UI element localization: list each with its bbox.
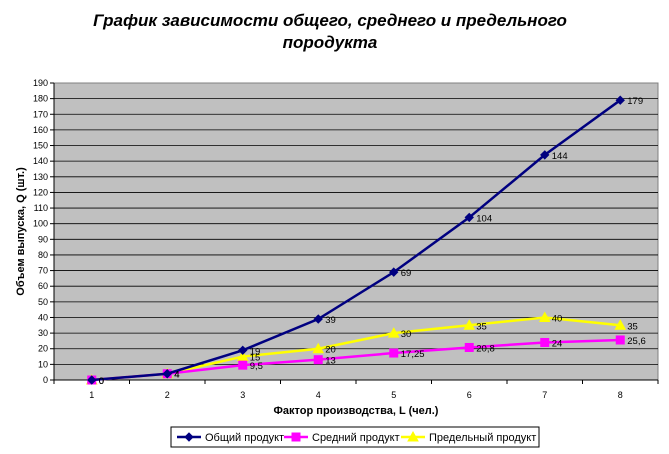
data-label: 30 <box>401 329 412 340</box>
y-tick-label: 60 <box>38 281 48 291</box>
y-tick-label: 120 <box>33 187 48 197</box>
data-point <box>238 360 248 370</box>
x-tick-label: 1 <box>89 390 94 400</box>
data-point <box>463 319 476 330</box>
x-tick-label: 5 <box>391 390 396 400</box>
data-label: 17,25 <box>401 349 425 360</box>
data-point <box>87 375 97 385</box>
y-tick-label: 30 <box>38 328 48 338</box>
y-axis-title: Объем выпуска, Q (шт.) <box>15 167 27 296</box>
y-tick-label: 110 <box>34 203 48 213</box>
data-label: 9,5 <box>250 361 263 372</box>
data-label: 35 <box>476 321 487 332</box>
y-tick-label: 70 <box>38 266 48 276</box>
legend-label: Средний продукт <box>312 432 400 444</box>
legend-marker <box>184 432 194 442</box>
data-label: 144 <box>552 151 568 162</box>
data-label: 0 <box>99 376 104 387</box>
data-label: 39 <box>325 315 336 326</box>
data-point <box>615 335 625 345</box>
x-tick-label: 7 <box>542 390 547 400</box>
data-label: 4 <box>174 370 179 381</box>
data-point <box>162 369 172 379</box>
data-point <box>538 311 551 322</box>
y-tick-label: 20 <box>38 344 48 354</box>
data-point <box>312 342 325 354</box>
data-label: 0 <box>99 376 104 387</box>
series-1 <box>87 95 625 385</box>
legend-label: Общий продукт <box>205 432 284 444</box>
legend-label: Предельный продукт <box>429 432 536 444</box>
data-point <box>540 150 550 160</box>
legend-item: Средний продукт <box>284 432 400 444</box>
plot-area <box>53 82 659 381</box>
chart-title: График зависимости общего, среднего и пр… <box>93 11 567 52</box>
x-tick-label: 4 <box>316 390 321 400</box>
legend-marker <box>291 432 301 442</box>
series-line <box>91 99 621 382</box>
data-label: 179 <box>627 96 643 107</box>
legend-marker <box>407 430 419 442</box>
data-label: 20,8 <box>476 343 495 354</box>
data-point <box>236 350 249 362</box>
data-point <box>313 355 323 365</box>
data-point <box>614 319 627 330</box>
data-point <box>389 267 399 277</box>
data-label: 69 <box>401 268 412 279</box>
y-tick-label: 150 <box>33 141 48 151</box>
data-label: 24 <box>552 338 563 349</box>
data-label: 25,6 <box>627 336 646 347</box>
y-tick-label: 160 <box>33 125 48 135</box>
data-point <box>387 327 400 338</box>
data-label: 0 <box>99 376 104 387</box>
y-tick-label: 180 <box>33 94 48 104</box>
data-label: 20 <box>325 345 336 356</box>
data-label: 4 <box>174 370 179 381</box>
legend-item: Предельный продукт <box>401 430 536 444</box>
data-point <box>540 337 550 347</box>
data-point <box>389 348 399 358</box>
legend: Общий продукт Средний продукт Предельный п… <box>170 426 540 448</box>
series-line <box>91 338 621 382</box>
x-tick-label: 6 <box>467 390 472 400</box>
legend-item: Общий продукт <box>177 432 284 444</box>
y-tick-label: 80 <box>38 250 48 260</box>
data-point <box>464 212 474 223</box>
data-label: 19 <box>250 346 261 357</box>
data-point <box>238 345 248 356</box>
legend-box <box>170 426 540 448</box>
y-tick-label: 40 <box>38 312 48 322</box>
y-tick-label: 0 <box>43 375 48 385</box>
data-label: 13 <box>325 356 336 367</box>
y-tick-label: 130 <box>33 172 48 182</box>
y-tick-label: 90 <box>38 234 48 244</box>
data-label: 15 <box>250 353 261 364</box>
data-point <box>313 314 323 324</box>
data-point <box>615 95 625 105</box>
x-axis-title: Фактор производства, L (чел.) <box>274 405 439 417</box>
y-tick-label: 140 <box>33 156 48 166</box>
data-point <box>464 342 474 352</box>
x-tick-label: 3 <box>240 390 245 400</box>
y-tick-label: 50 <box>38 297 48 307</box>
data-label: 104 <box>476 213 492 224</box>
y-tick-label: 190 <box>33 78 48 88</box>
y-tick-label: 100 <box>33 219 48 229</box>
data-label: 35 <box>627 321 638 332</box>
data-label: 40 <box>552 313 563 324</box>
y-tick-label: 10 <box>38 359 48 369</box>
y-tick-label: 170 <box>33 109 48 119</box>
data-label: 4 <box>174 370 179 381</box>
x-tick-label: 8 <box>618 390 623 400</box>
x-tick-label: 2 <box>165 390 170 400</box>
